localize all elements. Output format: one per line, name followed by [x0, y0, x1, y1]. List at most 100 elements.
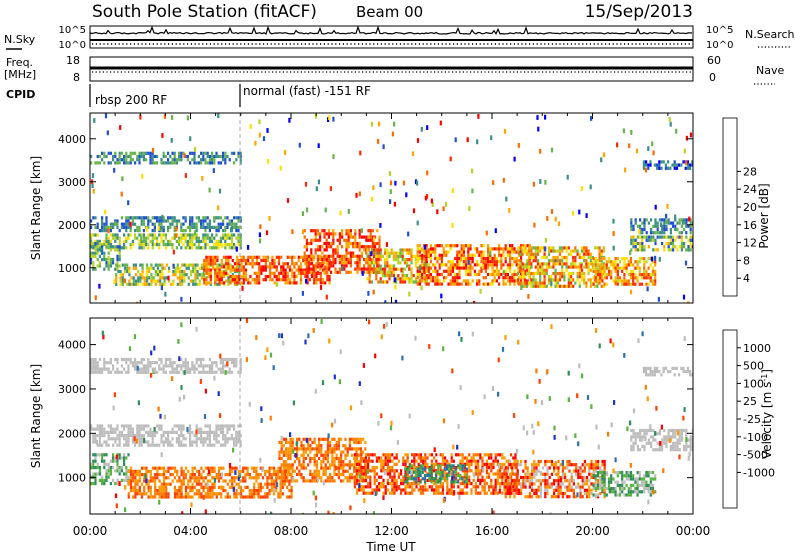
power-cell: [502, 254, 504, 257]
power-cell: [188, 267, 190, 270]
power-cell: [530, 285, 532, 288]
velocity-cell: [101, 460, 103, 463]
velocity-cell: [283, 473, 285, 476]
power-cell: [480, 260, 482, 263]
velocity-cell: [176, 431, 178, 434]
power-speckle: [287, 198, 289, 203]
power-speckle: [276, 282, 278, 287]
velocity-cell: [415, 485, 417, 488]
velocity-cell: [181, 467, 183, 470]
power-cell: [370, 229, 372, 232]
velocity-cell: [244, 476, 246, 479]
velocity-cell: [404, 460, 406, 463]
velocity-cell: [303, 447, 305, 450]
power-cell: [156, 161, 158, 164]
velocity-cell: [283, 438, 285, 441]
power-cell: [126, 270, 128, 273]
velocity-cell: [167, 476, 169, 479]
velocity-cell: [380, 482, 382, 485]
power-cell: [198, 155, 200, 158]
power-cell: [252, 265, 254, 268]
power-cell: [125, 216, 127, 219]
velocity-cell: [340, 473, 342, 476]
velocity-cell: [127, 476, 129, 479]
velocity-cell: [329, 441, 331, 444]
power-cell: [421, 276, 423, 279]
power-cell: [323, 268, 325, 271]
velocity-cell: [331, 438, 333, 441]
power-cell: [97, 242, 99, 245]
power-cell: [380, 255, 382, 258]
velocity-cell: [393, 456, 395, 459]
velocity-cell: [288, 483, 290, 486]
velocity-cell: [139, 492, 141, 495]
power-cell: [413, 280, 415, 283]
velocity-cell: [97, 428, 99, 431]
power-cell: [670, 248, 672, 251]
velocity-cell: [169, 444, 171, 447]
velocity-cell: [360, 479, 362, 482]
velocity-cell: [105, 368, 107, 371]
power-cell: [285, 281, 287, 284]
power-cell: [626, 270, 628, 273]
velocity-cell: [112, 460, 114, 463]
power-cell: [312, 264, 314, 267]
power-cell: [196, 223, 198, 226]
power-cell: [112, 155, 114, 158]
velocity-cell: [224, 424, 226, 427]
power-cell: [312, 268, 314, 271]
velocity-cell: [355, 441, 357, 444]
power-cell: [201, 264, 203, 267]
velocity-cell: [143, 467, 145, 470]
velocity-cell: [198, 371, 200, 374]
power-cell: [215, 216, 217, 219]
velocity-cell: [271, 479, 273, 482]
velocity-cell: [125, 361, 127, 364]
velocity-cell: [340, 463, 342, 466]
power-cell: [99, 161, 101, 164]
power-cell: [155, 273, 157, 276]
velocity-cell: [170, 483, 172, 486]
power-cell: [432, 251, 434, 254]
power-cell: [105, 155, 107, 158]
power-cell: [125, 223, 127, 226]
power-cell: [190, 273, 192, 276]
power-cell: [552, 246, 554, 249]
power-cell: [348, 261, 350, 264]
velocity-cell: [176, 470, 178, 473]
velocity-cell: [216, 492, 218, 495]
power-cell: [123, 161, 125, 164]
velocity-cell: [112, 453, 114, 456]
power-cell: [681, 236, 683, 239]
power-cell: [632, 242, 634, 245]
power-cell: [224, 155, 226, 158]
power-cell: [193, 226, 195, 229]
velocity-cell: [233, 476, 235, 479]
velocity-cell: [189, 486, 191, 489]
power-cell: [454, 273, 456, 276]
power-cell: [682, 160, 684, 163]
power-speckle: [440, 121, 442, 126]
velocity-cell: [181, 470, 183, 473]
power-cell: [588, 253, 590, 256]
velocity-cell: [305, 467, 307, 470]
power-cell: [463, 254, 465, 257]
power-cell: [352, 255, 354, 258]
velocity-cell: [363, 460, 365, 463]
velocity-cell: [424, 460, 426, 463]
power-cell: [142, 267, 144, 270]
power-cell: [315, 239, 317, 242]
power-cell: [654, 279, 656, 282]
power-speckle: [332, 154, 334, 159]
power-cell: [650, 239, 652, 242]
power-cell: [354, 229, 356, 232]
power-cell: [188, 283, 190, 286]
power-cell: [207, 233, 209, 236]
velocity-cell: [275, 470, 277, 473]
velocity-cell: [187, 486, 189, 489]
power-cell: [343, 264, 345, 267]
velocity-cell: [145, 431, 147, 434]
velocity-cell: [325, 438, 327, 441]
velocity-cell: [349, 444, 351, 447]
power-cell: [313, 275, 315, 278]
